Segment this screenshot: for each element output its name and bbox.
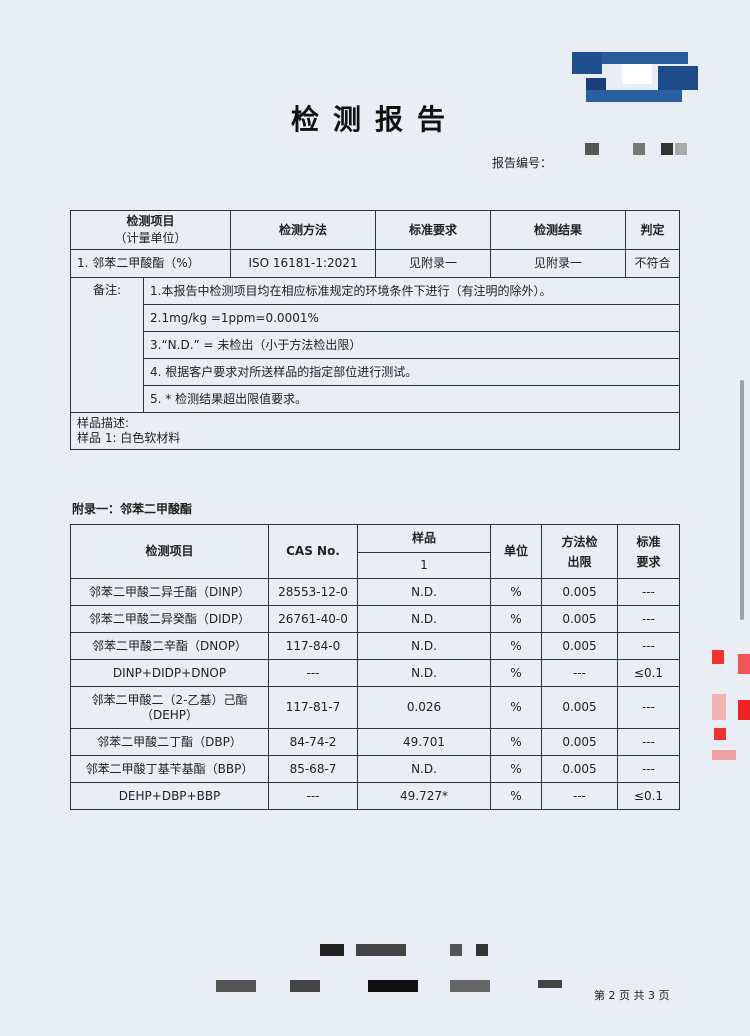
item-cell: DEHP+DBP+BBP xyxy=(70,782,269,810)
sample-description: 样品描述: 样品 1: 白色软材料 xyxy=(69,412,681,450)
mdl-cell: 0.005 xyxy=(541,578,618,606)
table-row: 邻苯二甲酸二辛酯（DNOP） 117-84-0 N.D.% 0.005 --- xyxy=(70,632,680,660)
table-row: 邻苯二甲酸二异癸酯（DIDP） 26761-40-0 N.D.% 0.005 --- xyxy=(70,605,680,633)
cas-cell: 117-81-7 xyxy=(268,686,358,729)
header-method: 检测方法 xyxy=(230,210,377,250)
table-row: 邻苯二甲酸二丁酯（DBP） 84-74-2 49.701% 0.005 --- xyxy=(70,728,680,756)
cas-cell: 117-84-0 xyxy=(268,632,358,660)
result-cell: 49.727* xyxy=(357,782,491,810)
redacted-logo xyxy=(572,52,698,102)
header-mdl: 方法检出限 xyxy=(541,524,618,579)
page-title: 检测报告 xyxy=(290,103,459,136)
header-cas: CAS No. xyxy=(268,524,358,579)
requirement-cell: 见附录一 xyxy=(375,249,492,278)
appendix-title: 附录一：邻苯二甲酸酯 xyxy=(72,502,193,516)
limit-cell: --- xyxy=(617,632,680,660)
header-requirement: 标准要求 xyxy=(375,210,492,250)
table-row: DEHP+DBP+BBP --- 49.727*% --- ≤0.1 xyxy=(70,782,680,810)
limit-cell: ≤0.1 xyxy=(617,782,680,810)
table-row: DINP+DIDP+DNOP --- N.D.% --- ≤0.1 xyxy=(70,659,680,687)
note-4: 4. 根据客户要求对所送样品的指定部位进行测试。 xyxy=(142,358,681,386)
result-cell: 0.026 xyxy=(357,686,491,729)
header-verdict: 判定 xyxy=(625,210,681,250)
note-3: 3.“N.D.” = 未检出（小于方法检出限） xyxy=(142,331,681,359)
appendix-table: 检测项目 CAS No. 样品 单位 方法检出限 标准要求 1 邻苯二甲酸二异壬… xyxy=(70,524,680,810)
unit-cell: % xyxy=(490,782,542,810)
limit-cell: --- xyxy=(617,605,680,633)
header-unit: 单位 xyxy=(490,524,542,579)
mdl-cell: 0.005 xyxy=(541,605,618,633)
mdl-cell: 0.005 xyxy=(541,632,618,660)
scrollbar[interactable] xyxy=(740,380,744,620)
unit-cell: % xyxy=(490,755,542,783)
verdict-cell: 不符合 xyxy=(625,249,681,278)
unit-cell: % xyxy=(490,659,542,687)
unit-cell: % xyxy=(490,578,542,606)
redacted-report-number xyxy=(585,143,690,155)
header-limit: 标准要求 xyxy=(617,524,680,579)
cas-cell: 26761-40-0 xyxy=(268,605,358,633)
header-result: 检测结果 xyxy=(490,210,627,250)
limit-cell: --- xyxy=(617,755,680,783)
limit-cell: ≤0.1 xyxy=(617,659,680,687)
notes-label: 备注: xyxy=(70,277,144,413)
unit-cell: % xyxy=(490,686,542,729)
table-row: 邻苯二甲酸丁基苄基酯（BBP） 85-68-7 N.D.% 0.005 --- xyxy=(70,755,680,783)
mdl-cell: 0.005 xyxy=(541,728,618,756)
page-number: 第 2 页 共 3 页 xyxy=(594,989,670,1002)
mdl-cell: 0.005 xyxy=(541,686,618,729)
header-sample-no: 1 xyxy=(357,552,491,579)
redacted-stamp xyxy=(712,650,750,760)
result-cell: 见附录一 xyxy=(490,249,627,278)
table-row: 邻苯二甲酸二（2-乙基）己酯（DEHP） 117-81-7 0.026% 0.005-… xyxy=(70,686,680,729)
cas-cell: 84-74-2 xyxy=(268,728,358,756)
unit-cell: % xyxy=(490,632,542,660)
note-5: 5. * 检测结果超出限值要求。 xyxy=(142,385,681,413)
header-sample: 样品 xyxy=(357,524,491,553)
result-cell: N.D. xyxy=(357,632,491,660)
limit-cell: --- xyxy=(617,686,680,729)
item-cell: 1. 邻苯二甲酸酯（%） xyxy=(69,249,232,278)
cas-cell: --- xyxy=(268,782,358,810)
limit-cell: --- xyxy=(617,728,680,756)
unit-cell: % xyxy=(490,728,542,756)
item-cell: 邻苯二甲酸二异癸酯（DIDP） xyxy=(70,605,269,633)
item-cell: 邻苯二甲酸二丁酯（DBP） xyxy=(70,728,269,756)
limit-cell: --- xyxy=(617,578,680,606)
result-cell: N.D. xyxy=(357,605,491,633)
result-cell: N.D. xyxy=(357,578,491,606)
note-2: 2.1mg/kg =1ppm=0.0001% xyxy=(142,304,681,332)
result-cell: 49.701 xyxy=(357,728,491,756)
header-item: 检测项目 （计量单位） xyxy=(69,210,232,250)
result-cell: N.D. xyxy=(357,755,491,783)
method-cell: ISO 16181-1:2021 xyxy=(230,249,377,278)
item-cell: 邻苯二甲酸二（2-乙基）己酯（DEHP） xyxy=(70,686,269,729)
item-cell: DINP+DIDP+DNOP xyxy=(70,659,269,687)
cas-cell: 28553-12-0 xyxy=(268,578,358,606)
item-cell: 邻苯二甲酸二辛酯（DNOP） xyxy=(70,632,269,660)
mdl-cell: --- xyxy=(541,659,618,687)
result-cell: N.D. xyxy=(357,659,491,687)
summary-table: 检测项目 （计量单位） 检测方法 标准要求 检测结果 判定 1. 邻苯二甲酸酯（%… xyxy=(69,210,681,450)
unit-cell: % xyxy=(490,605,542,633)
header-item: 检测项目 xyxy=(70,524,269,579)
item-cell: 邻苯二甲酸丁基苄基酯（BBP） xyxy=(70,755,269,783)
report-number-label: 报告编号： xyxy=(492,156,553,170)
redacted-footer xyxy=(160,940,580,995)
cas-cell: 85-68-7 xyxy=(268,755,358,783)
cas-cell: --- xyxy=(268,659,358,687)
item-cell: 邻苯二甲酸二异壬酯（DINP） xyxy=(70,578,269,606)
table-row: 邻苯二甲酸二异壬酯（DINP） 28553-12-0 N.D.% 0.005 --- xyxy=(70,578,680,606)
note-1: 1.本报告中检测项目均在相应标准规定的环境条件下进行（有注明的除外）。 xyxy=(142,277,681,305)
mdl-cell: --- xyxy=(541,782,618,810)
mdl-cell: 0.005 xyxy=(541,755,618,783)
